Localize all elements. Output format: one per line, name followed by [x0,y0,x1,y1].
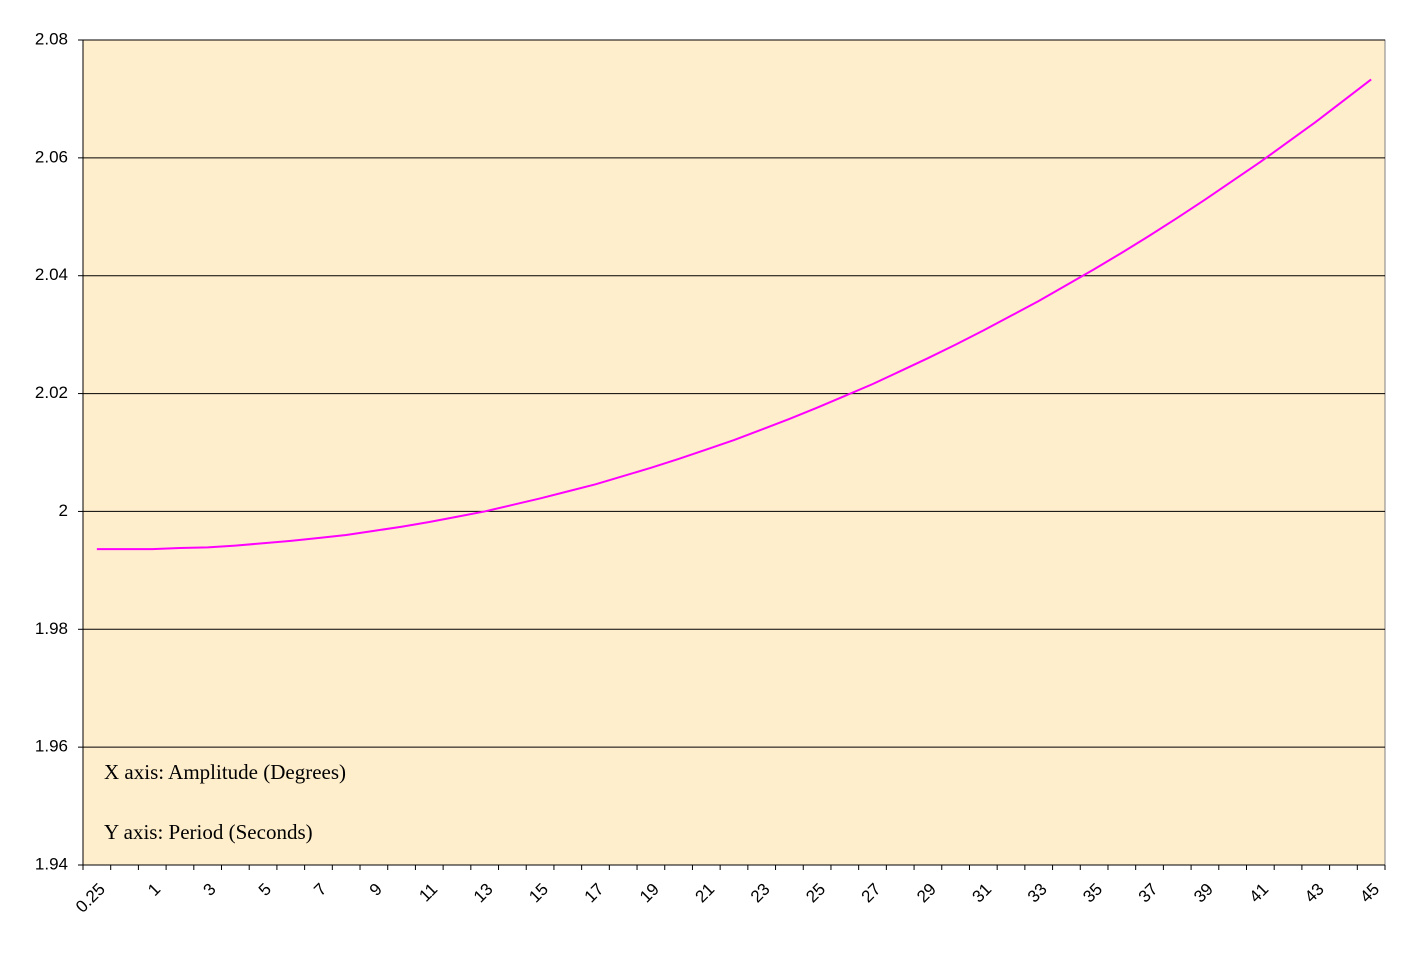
x-tick-label: 5 [255,880,275,900]
x-tick-label: 0.25 [72,880,109,917]
x-tick-label: 11 [415,880,441,906]
x-tick-label: 3 [200,880,220,900]
x-tick-label: 25 [802,880,829,907]
y-tick-label: 2.02 [35,383,68,402]
y-tick-label: 2.08 [35,29,68,48]
y-tick-label: 2 [59,501,68,520]
y-tick-label: 2.04 [35,265,68,284]
x-tick-label: 45 [1356,880,1383,907]
x-tick-label: 43 [1301,880,1328,907]
data-line [96,78,1372,551]
x-tick-label: 19 [636,880,663,907]
x-tick-label: 33 [1024,880,1051,907]
x-tick-label: 35 [1079,880,1106,907]
y-tick-label: 2.06 [35,147,68,166]
x-tick-label: 13 [470,880,497,907]
x-tick-label: 31 [969,880,996,907]
x-tick-label: 29 [913,880,940,907]
x-tick-label: 27 [858,880,885,907]
x-tick-label: 23 [747,880,774,907]
y-tick-label: 1.94 [35,854,68,873]
x-tick-label: 9 [366,880,386,900]
x-tick-label: 1 [144,880,164,900]
x-tick-label: 41 [1246,880,1273,907]
x-tick-label: 15 [525,880,552,907]
y-tick-label: 1.98 [35,619,68,638]
x-tick-label: 39 [1190,880,1217,907]
y-tick-label: 1.96 [35,737,68,756]
x-tick-label: 21 [691,880,718,907]
plot-area [82,39,1386,866]
x-tick-label: 37 [1135,880,1162,907]
annotation: X axis: Amplitude (Degrees) [104,760,346,784]
x-tick-label: 17 [581,880,608,907]
x-tick-label: 7 [310,880,330,900]
annotation: Y axis: Period (Seconds) [104,820,313,844]
